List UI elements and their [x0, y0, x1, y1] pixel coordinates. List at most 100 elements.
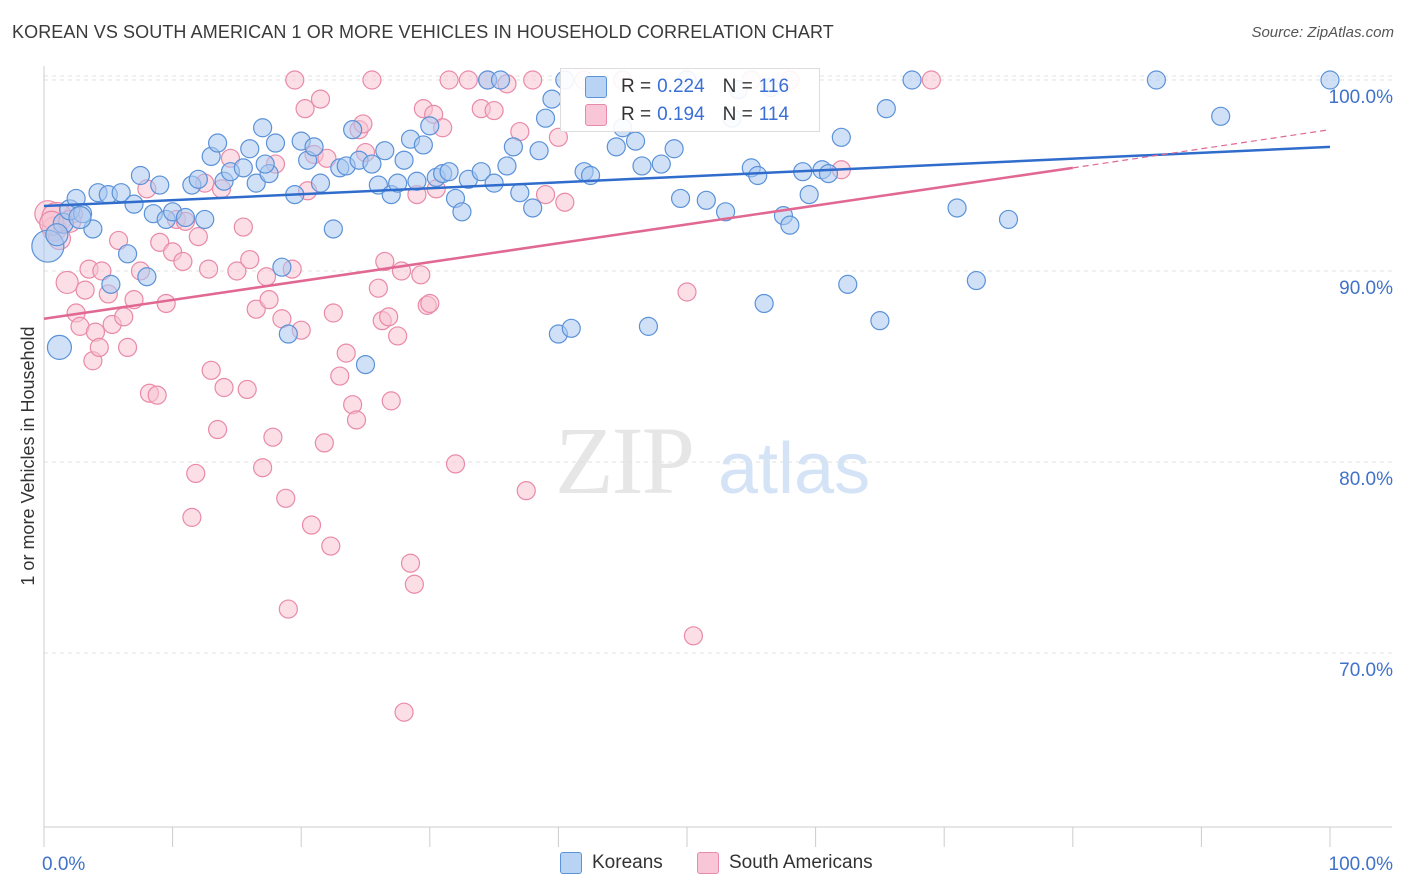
south-americans-trend-extension [1072, 129, 1331, 169]
south-americans-point [921, 70, 941, 90]
koreans-point [355, 354, 376, 375]
y-tick-labels: 100.0% 90.0% 80.0% 70.0% [1329, 87, 1394, 681]
south-americans-point [114, 307, 134, 327]
koreans-point [818, 163, 839, 184]
south-americans-legend-swatch [697, 852, 719, 874]
south-americans-point [237, 379, 257, 400]
koreans-point [394, 150, 414, 170]
koreans-point [715, 202, 736, 222]
south-americans-point [214, 377, 234, 398]
n-label: N = [722, 76, 753, 97]
south-americans-point [314, 433, 334, 453]
south-americans-point [173, 251, 193, 272]
south-americans-point [394, 702, 414, 722]
koreans-point [529, 141, 549, 161]
n-value: 114 [758, 104, 790, 125]
koreans-point [439, 162, 459, 182]
south-americans-point [330, 366, 350, 386]
koreans-point [420, 116, 440, 136]
south-americans-point [336, 343, 356, 363]
south-americans-point [75, 280, 95, 300]
koreans-point [246, 173, 266, 193]
koreans-point [799, 185, 819, 205]
koreans-point [651, 154, 671, 174]
south-americans-point [400, 553, 421, 573]
koreans-point [68, 205, 92, 230]
koreans-point [484, 173, 504, 193]
south-americans-point [199, 259, 219, 279]
koreans-point [255, 154, 275, 174]
koreans-point [310, 173, 331, 193]
koreans-point [253, 118, 273, 138]
koreans-point [625, 131, 646, 151]
south-americans-point [381, 391, 401, 411]
legend-item-south-americans[interactable]: South Americans [697, 852, 873, 874]
y-tick-label: 100.0% [1329, 87, 1394, 108]
koreans-point [606, 137, 626, 157]
legend-row-koreans: R = 0.224 N = 116 [561, 73, 789, 101]
koreans-point [101, 274, 121, 294]
koreans-point [754, 293, 774, 314]
axes [43, 66, 1392, 847]
koreans-point [188, 169, 208, 189]
south-americans-point [445, 454, 466, 474]
south-americans-point [523, 70, 543, 90]
south-americans-point [310, 89, 331, 109]
koreans-point [561, 318, 581, 338]
x-tick-label-start: 0.0% [42, 854, 85, 875]
koreans-point [523, 198, 543, 218]
south-americans-point [227, 261, 247, 281]
koreans-point [696, 190, 716, 210]
south-americans-point [555, 192, 575, 212]
south-americans-point [420, 293, 440, 314]
koreans-point [208, 133, 228, 153]
koreans-points [31, 70, 1340, 375]
koreans-point [388, 173, 408, 193]
south-americans-point [548, 127, 569, 147]
south-americans-point [253, 458, 273, 478]
south-americans-trend-line [43, 166, 1073, 320]
y-tick-label: 80.0% [1339, 469, 1393, 490]
south-americans-point [117, 337, 138, 357]
south-americans-point [201, 360, 221, 380]
koreans-point [452, 202, 472, 222]
koreans-point [490, 70, 511, 90]
koreans-point [233, 158, 253, 178]
koreans-swatch [585, 76, 607, 98]
koreans-point [150, 175, 170, 195]
koreans-point [748, 165, 768, 186]
koreans-point [1146, 70, 1166, 90]
koreans-point [497, 156, 517, 176]
koreans-legend-swatch [560, 852, 582, 874]
koreans-point [947, 198, 967, 218]
south-americans-point [208, 419, 228, 440]
koreans-point [137, 267, 157, 287]
x-tick-label-end: 100.0% [1329, 854, 1394, 875]
south-americans-point [375, 251, 395, 272]
y-tick-label: 70.0% [1339, 660, 1393, 681]
koreans-point [638, 316, 659, 336]
y-tick-label: 90.0% [1339, 278, 1393, 299]
legend-item-koreans[interactable]: Koreans [560, 852, 663, 874]
zipatlas-watermark: ZIP atlas [555, 407, 870, 514]
r-label: R = [621, 104, 652, 125]
south-americans-point [156, 293, 176, 314]
n-label: N = [722, 104, 753, 125]
south-americans-point [484, 100, 504, 121]
south-americans-point [683, 626, 704, 646]
r-label: R = [621, 76, 652, 97]
koreans-point [362, 154, 382, 174]
koreans-point [471, 162, 491, 182]
koreans-point [542, 89, 562, 109]
south-americans-point [147, 385, 167, 405]
watermark-atlas: atlas [718, 429, 870, 509]
koreans-point [413, 135, 433, 155]
south-americans-point [362, 70, 382, 90]
south-americans-point [379, 307, 399, 327]
chart-title: KOREAN VS SOUTH AMERICAN 1 OR MORE VEHIC… [12, 22, 834, 42]
koreans-point [902, 70, 922, 90]
koreans-trend-line [43, 145, 1331, 208]
south-americans-point [240, 249, 260, 270]
koreans-point [510, 183, 530, 203]
